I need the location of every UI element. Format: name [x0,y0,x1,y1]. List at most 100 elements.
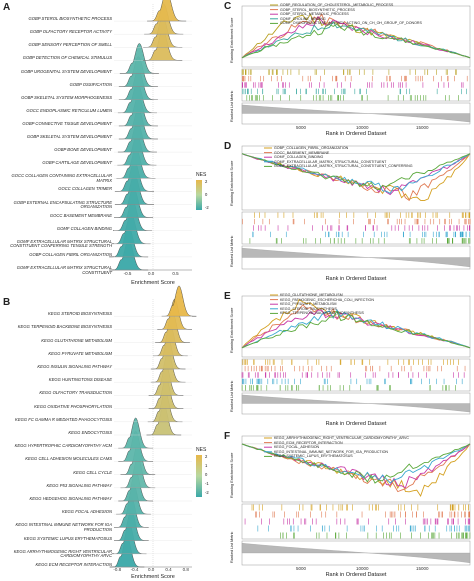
gsea-plot [241,4,471,125]
x-tick-label: 15000 [416,125,429,130]
panel-b-ridgeline-chart [109,285,197,568]
gsea-plot [241,145,471,270]
running-score-curve [241,309,471,349]
panel-a-x-ticks: -0.5 0.0 0.5 [114,271,192,279]
panel-d: D GOBP_COLLAGEN_FIBRIL_ORGANIZATION GOCC_B… [222,140,474,285]
term-label: KEGG FOCAL ADHESION [61,509,112,515]
y-axis-title-running-score: Running Enrichment Score [230,160,234,206]
running-score-curve [241,153,471,191]
term-label: GOBP COLLAGEN FIBRIL ORGANIZATION [29,251,112,257]
gsea-plot [241,435,471,566]
panel-a-legend-tick: 0 [205,192,208,197]
running-score-curve [241,153,471,194]
panel-b-legend-tick: -1 [205,481,209,486]
legend-label: GOMF_EXTRACELLULAR_MATRIX_STRUCTURAL_CON… [274,159,387,164]
legend-label: KEGG_ECM_RECEPTOR_INTERACTION [274,440,343,445]
x-tick-label: -0.5 [123,271,132,276]
panel-e-label: E [224,291,231,302]
panel-d-label: D [224,141,232,152]
term-label: GOBP SKELETAL SYSTEM DEVELOPMENT [26,134,112,139]
x-tick-label: 0.4 [165,567,172,572]
x-tick-label: 0.0 [148,271,155,276]
legend-label: KEGG_ARRHYTHMOGENIC_RIGHT_VENTRICULAR_CA… [274,436,409,440]
panel-a-label: A [3,2,11,13]
legend-label: KEGG_INTESTINAL_IMMUNE_NETWORK_FOR_IGA_P… [274,449,389,454]
term-label: KEGG GLUTATHIONE METABOLISM [41,337,112,343]
term-label: KEGG ECM RECEPTOR INTERACTION [35,562,112,567]
x-tick-label: 5000 [296,125,307,130]
term-label: KEGG ARRHYTHMOGENIC RIGHT VENTRICULAR CA… [13,548,112,559]
term-label: KEGG TERPENOID BACKBONE BIOSYNTHESIS [17,324,112,330]
term-label: GOBP SENSORY PERCEPTION OF SMELL [28,42,112,48]
x-axis-title: Rank in Ordered Dataset [325,276,387,282]
term-label: GOBP UROGENITAL SYSTEM DEVELOPMENT [20,68,112,74]
ridge-density [118,417,153,449]
panel-a-ridgeline-chart [109,0,192,271]
legend-label: GOCC_BASEMENT_MEMBRANE [274,150,330,155]
running-score-curve [241,21,471,59]
term-label: KEGG HYPERTROPHIC CARDIOMYOPATHY HCM [14,443,112,449]
panel-a-legend-colorbar [196,180,202,210]
term-label: KEGG CELL CYCLE [73,469,112,475]
y-axis-title-running-score: Running Enrichment Score [230,307,234,353]
running-score-frame [241,5,471,68]
term-label: GOBP STEROL BIOSYNTHETIC PROCESS [28,16,112,22]
term-label: GOCC ENDOPLASMIC RETICULUM LUMEN [26,107,112,113]
panel-a: A GOBP STEROL BIOSYNTHETIC PROCESS GOBP O… [0,0,222,290]
term-label: KEGG STEROID BIOSYNTHESIS [48,311,112,317]
panel-b-x-ticks: -0.8 -0.4 0.0 0.4 0.8 [113,567,192,575]
panel-a-x-title: Enrichment Score [131,280,175,286]
legend-label: KEGG_PATHOGENIC_ESCHERICHIA_COLI_INFECTI… [280,297,374,302]
panel-b-legend-colorbar [196,455,202,497]
hit-rug-frame [241,503,471,540]
term-label: GOBP CONNECTIVE TISSUE DEVELOPMENT [22,120,112,126]
y-axis-title-ranked-metric: Ranked List Metric [230,380,234,412]
panel-b-legend-tick: 2 [205,454,208,459]
legend-label: GOBP_STEROL_BIOSYNTHETIC_PROCESS [280,7,355,12]
y-axis-title-ranked-metric: Ranked List Metric [230,235,234,267]
x-tick-label: 10000 [356,125,369,130]
ranked-metric-area [241,104,471,123]
running-score-curve [241,298,471,349]
legend-label: GOMF_OXIDOREDUCTASE_ACTIVITY_ACTING_ON_C… [280,21,422,26]
panel-a-term-list: GOBP STEROL BIOSYNTHETIC PROCESS GOBP OLF… [0,6,112,274]
term-label: GOBP OSSIFICATION [69,81,112,87]
panel-b: B KEGG STEROID BIOSYNTHESIS KEGG TERPENOI… [0,285,222,581]
panel-b-legend-tick: 1 [205,463,208,468]
term-label: GOMF EXTRACELLULAR MATRIX STRUCTURAL CON… [10,238,112,249]
y-axis-title-ranked-metric: Ranked List Metric [230,531,234,563]
panel-f-label: F [224,431,231,442]
term-label: KEGG FC GAMMA R MEDIATED PHAGOCYTOSIS [15,416,112,422]
running-score-curve [241,309,471,349]
x-tick-label: -0.8 [113,567,122,572]
x-tick-label: 0.0 [148,567,155,572]
legend-label: GOMF_EXTRACELLULAR_MATRIX_STRUCTURAL_CON… [274,164,413,169]
legend-label: GOBP_COLLAGEN_FIBRIL_ORGANIZATION [274,146,349,150]
legend-label: GOBP_STEROL_METABOLIC_PROCESS [280,12,349,17]
ranked-metric-area [241,247,471,268]
term-label: GOBP OLFACTORY RECEPTOR ACTIVITY [29,29,112,35]
panel-c: C GOBP_REGULATION_OF_CHOLESTEROL_METABOLI… [222,0,474,140]
legend-label: KEGG_STEROID_BIOSYNTHESIS [280,306,337,311]
panel-c-label: C [224,1,232,12]
term-label: KEGG HUNTINGTONS DISEASE [48,377,112,383]
panel-e: E KEGG_GLUTATHIONE_METABOLISM KEGG_PATHOGE… [222,290,474,430]
panel-a-legend-title: NES [196,172,207,178]
x-tick-label: -0.4 [130,567,139,572]
term-label: KEGG OLFACTORY TRANSDUCTION [39,390,112,396]
term-label: KEGG SYSTEMIC LUPUS ERYTHEMATOSUS [23,535,112,541]
term-label: GOCC COLLAGEN CONTAINING EXTRACELLULAR M… [11,173,112,183]
x-tick-label: 15000 [416,566,429,571]
x-axis-title: Rank in Ordered Dataset [325,131,387,137]
running-score-curve [241,443,471,484]
x-axis-title: Rank in Ordered Dataset [325,572,387,578]
running-score-frame [241,435,471,503]
term-label: KEGG ENDOCYTOSIS [68,430,112,435]
panel-b-x-title: Enrichment Score [131,574,175,580]
term-label: GOCC BASEMENT MEMBRANE [49,212,112,218]
term-label: KEGG HEDGEHOG SIGNALING PATHWAY [29,496,112,501]
gsea-plot [241,294,471,415]
x-tick-label: 10000 [356,566,369,571]
term-label: KEGG CELL ADHESION MOLECULES CAMS [25,456,112,462]
legend-label: KEGG_TERPENOID_BACKBONE_BIOSYNTHESIS [280,311,364,316]
